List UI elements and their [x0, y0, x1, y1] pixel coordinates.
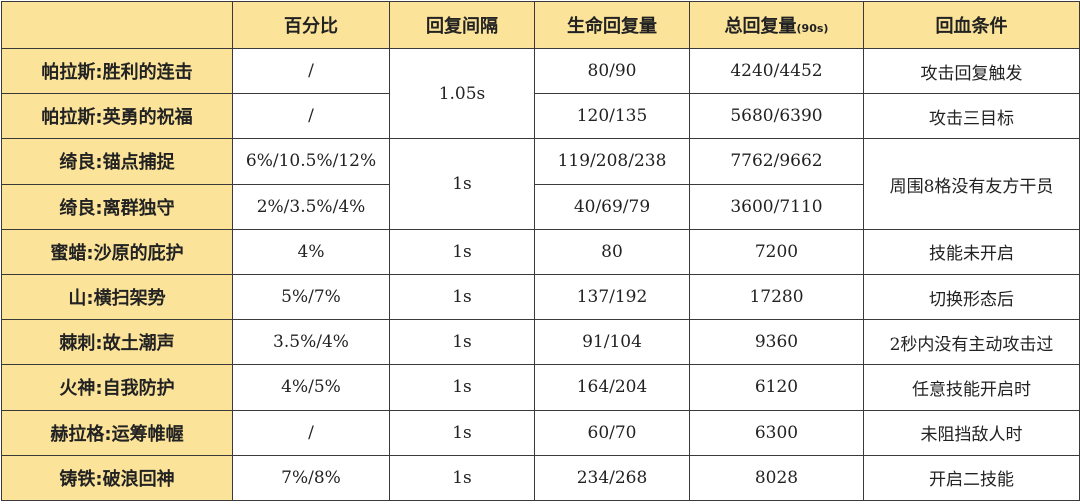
cell-condition: 攻击回复触发 — [863, 47, 1080, 95]
header-regen: 生命回复量 — [534, 1, 690, 49]
cell-percent: 4% — [232, 228, 390, 275]
header-total-label: 总回复量 — [724, 16, 797, 37]
cell-interval: 1s — [389, 273, 535, 321]
table-row: 帕拉斯:英勇的祝福 / 120/135 5680/6390 攻击三目标 — [1, 93, 1080, 140]
row-skill: 绮良:锚点捕捉 — [1, 138, 233, 185]
table-row: 赫拉格:运筹帷幄 / 1s 60/70 6300 未阻挡敌人时 — [1, 409, 1080, 456]
cell-regen: 234/268 — [534, 454, 690, 501]
cell-total: 3600/7110 — [689, 183, 864, 230]
cell-interval: 1s — [389, 454, 535, 501]
cell-regen: 80/90 — [534, 47, 690, 95]
header-skill — [1, 1, 233, 49]
cell-condition: 开启二技能 — [863, 454, 1080, 501]
header-total-suffix: (90s) — [796, 22, 829, 35]
cell-condition: 周围8格没有友方干员 — [863, 138, 1080, 230]
cell-interval: 1s — [389, 228, 535, 275]
cell-percent: 5%/7% — [232, 273, 390, 321]
row-skill: 赫拉格:运筹帷幄 — [1, 409, 233, 456]
row-skill: 铸铁:破浪回神 — [1, 454, 233, 501]
cell-total: 8028 — [689, 454, 864, 501]
row-skill: 棘刺:故土潮声 — [1, 319, 233, 366]
table-row: 火神:自我防护 4%/5% 1s 164/204 6120 任意技能开启时 — [1, 364, 1080, 411]
cell-condition: 技能未开启 — [863, 228, 1080, 275]
table-row: 铸铁:破浪回神 7%/8% 1s 234/268 8028 开启二技能 — [1, 454, 1080, 501]
row-skill: 绮良:离群独守 — [1, 183, 233, 230]
cell-percent: 6%/10.5%/12% — [232, 138, 390, 185]
table-row: 帕拉斯:胜利的连击 / 1.05s 80/90 4240/4452 攻击回复触发 — [1, 47, 1080, 140]
row-skill: 蜜蜡:沙原的庇护 — [1, 228, 233, 275]
cell-interval: 1s — [389, 138, 535, 230]
cell-condition: 攻击三目标 — [863, 93, 1080, 140]
cell-condition: 任意技能开启时 — [863, 364, 1080, 411]
header-interval: 回复间隔 — [389, 1, 535, 49]
table-row: 棘刺:故土潮声 3.5%/4% 1s 91/104 9360 2秒内没有主动攻击… — [1, 319, 1080, 366]
cell-total: 7762/9662 — [689, 138, 864, 185]
header-condition: 回血条件 — [863, 1, 1080, 49]
cell-condition: 切换形态后 — [863, 273, 1080, 321]
cell-percent: / — [232, 93, 390, 140]
table-row: 绮良:锚点捕捉 6%/10.5%/12% 1s 119/208/238 7762… — [1, 138, 1080, 230]
row-skill: 火神:自我防护 — [1, 364, 233, 411]
cell-percent: / — [232, 409, 390, 456]
cell-total: 6300 — [689, 409, 864, 456]
table-row: 蜜蜡:沙原的庇护 4% 1s 80 7200 技能未开启 — [1, 228, 1080, 275]
cell-percent: 4%/5% — [232, 364, 390, 411]
cell-regen: 60/70 — [534, 409, 690, 456]
cell-percent: / — [232, 47, 390, 95]
cell-total: 4240/4452 — [689, 47, 864, 95]
header-row: 百分比 回复间隔 生命回复量 总回复量(90s) 回血条件 — [1, 1, 1080, 49]
cell-interval: 1s — [389, 319, 535, 366]
cell-regen: 91/104 — [534, 319, 690, 366]
cell-condition: 2秒内没有主动攻击过 — [863, 319, 1080, 366]
cell-total: 6120 — [689, 364, 864, 411]
cell-total: 5680/6390 — [689, 93, 864, 140]
cell-regen: 137/192 — [534, 273, 690, 321]
row-skill: 山:横扫架势 — [1, 273, 233, 321]
cell-total: 9360 — [689, 319, 864, 366]
cell-total: 7200 — [689, 228, 864, 275]
cell-percent: 7%/8% — [232, 454, 390, 501]
cell-regen: 120/135 — [534, 93, 690, 140]
cell-regen: 164/204 — [534, 364, 690, 411]
header-percent: 百分比 — [232, 1, 390, 49]
cell-regen: 119/208/238 — [534, 138, 690, 185]
table-row: 绮良:离群独守 2%/3.5%/4% 40/69/79 3600/7110 — [1, 183, 1080, 230]
cell-interval: 1s — [389, 364, 535, 411]
cell-regen: 40/69/79 — [534, 183, 690, 230]
cell-regen: 80 — [534, 228, 690, 275]
cell-interval: 1s — [389, 409, 535, 456]
table-row: 山:横扫架势 5%/7% 1s 137/192 17280 切换形态后 — [1, 273, 1080, 321]
header-total: 总回复量(90s) — [689, 1, 864, 49]
cell-percent: 3.5%/4% — [232, 319, 390, 366]
cell-interval: 1.05s — [389, 47, 535, 140]
row-skill: 帕拉斯:英勇的祝福 — [1, 93, 233, 140]
cell-percent: 2%/3.5%/4% — [232, 183, 390, 230]
cell-total: 17280 — [689, 273, 864, 321]
row-skill: 帕拉斯:胜利的连击 — [1, 47, 233, 95]
cell-condition: 未阻挡敌人时 — [863, 409, 1080, 456]
